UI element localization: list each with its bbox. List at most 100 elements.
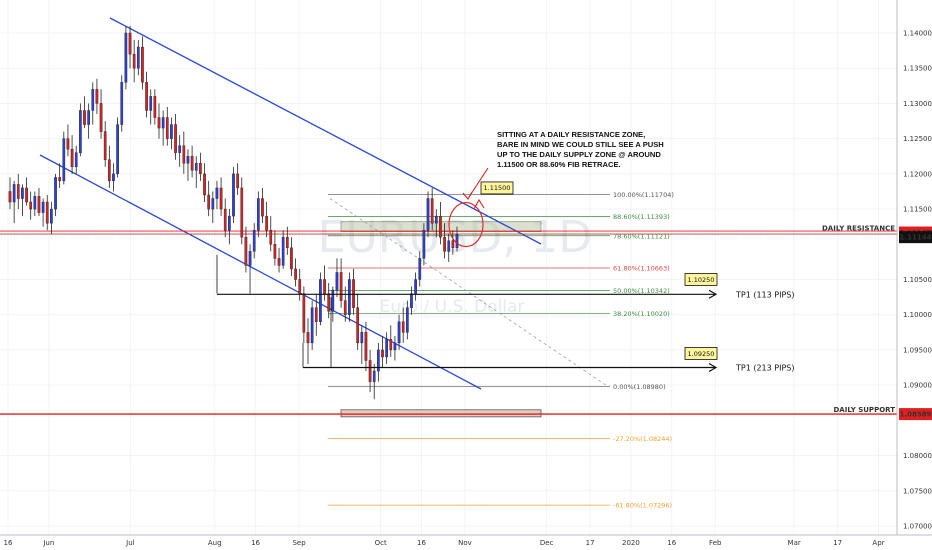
candle-body — [434, 215, 438, 224]
candle-body — [430, 198, 434, 224]
target-arrow-1-head — [708, 289, 718, 299]
candle — [174, 113, 177, 160]
candle — [430, 187, 434, 231]
candle-body — [265, 215, 268, 231]
candle-body — [54, 177, 57, 210]
candle-body — [447, 240, 451, 252]
candle-body — [319, 279, 322, 322]
candle — [190, 145, 194, 178]
candle-body — [120, 82, 124, 125]
candle — [314, 293, 318, 336]
candle — [389, 325, 393, 357]
candle — [8, 177, 12, 210]
candle — [256, 191, 260, 238]
candle — [426, 191, 430, 238]
candle — [87, 103, 90, 139]
y-tick-label: 1.09000 — [903, 382, 932, 390]
candle — [145, 71, 148, 118]
fib-trendline — [329, 198, 609, 387]
price-badge-value: 1.08589 — [900, 411, 932, 419]
y-tick-label: 1.07000 — [903, 523, 932, 531]
candle-body — [62, 138, 66, 182]
candle — [277, 247, 281, 273]
y-tick-label: 1.07500 — [903, 487, 932, 495]
candle — [414, 272, 417, 301]
candle-body — [310, 307, 314, 344]
candle — [236, 163, 239, 195]
candle — [447, 233, 451, 262]
price-tag-box — [480, 181, 514, 195]
candle — [161, 110, 165, 146]
candle-body — [285, 237, 289, 249]
candle — [410, 286, 413, 315]
note-pointer-head — [462, 191, 473, 200]
candle-body — [232, 173, 235, 217]
candle-body — [410, 293, 413, 308]
y-tick-label: 1.11500 — [903, 206, 932, 214]
price-badge-value: 1.11144 — [900, 234, 932, 242]
candle-body — [364, 332, 368, 361]
candle-body — [331, 289, 335, 312]
candle-body — [153, 96, 157, 118]
candle — [91, 82, 95, 125]
watermark-symbol: EURUSD, 1D — [318, 212, 592, 263]
x-tick-label: 17 — [586, 539, 595, 547]
candle — [62, 131, 66, 185]
candle — [348, 272, 351, 322]
candle-body — [401, 321, 405, 333]
x-tick-label: Jun — [42, 539, 54, 547]
candle-body — [240, 187, 244, 238]
candle — [54, 173, 57, 217]
candle — [128, 25, 132, 69]
candle-body — [372, 370, 376, 382]
candle — [25, 177, 28, 206]
candle — [306, 318, 310, 365]
candle-body — [281, 237, 285, 266]
candle — [290, 237, 293, 276]
y-tick-label: 1.10000 — [903, 311, 932, 319]
candle — [368, 349, 372, 393]
candle — [360, 325, 364, 365]
price-tag-box — [684, 347, 718, 360]
candle-body — [91, 89, 95, 111]
candle — [377, 342, 380, 382]
candle — [418, 251, 422, 287]
fib-level-label: -61.80%(1.07296) — [613, 502, 672, 510]
candle-body — [252, 229, 256, 252]
candle-body — [107, 159, 111, 182]
fib-level-label: 88.60%(1.11393) — [613, 213, 670, 221]
candle-body — [165, 117, 169, 139]
candle — [422, 223, 426, 266]
candle-body — [323, 279, 326, 294]
tag-pointer-head — [473, 198, 485, 210]
price-tag-label: 1.09250 — [688, 350, 715, 358]
candle-body — [203, 173, 206, 196]
candle-body — [161, 117, 165, 129]
candle-body — [199, 163, 202, 175]
candle-body — [422, 229, 426, 259]
candle-body — [83, 110, 86, 125]
note-line-1: SITTING AT A DAILY RESISTANCE ZONE, — [497, 130, 645, 139]
candle-body — [12, 184, 16, 203]
candle-body — [141, 46, 144, 83]
candle — [132, 40, 136, 83]
x-tick-label: 2020 — [622, 539, 640, 547]
candle — [136, 40, 140, 76]
candle — [203, 163, 206, 203]
candle — [170, 117, 173, 150]
candle — [70, 135, 74, 174]
candle-body — [439, 215, 442, 238]
x-tick-label: Sep — [292, 539, 306, 547]
candle — [352, 268, 355, 315]
candle — [319, 272, 322, 326]
candle — [186, 149, 190, 181]
candle — [261, 187, 264, 224]
candle — [385, 332, 388, 365]
target-label: TP1 (213 PIPS) — [735, 364, 794, 373]
analysis-note: SITTING AT A DAILY RESISTANCE ZONE, BARE… — [497, 130, 664, 169]
candle — [310, 300, 314, 350]
candle-body — [298, 279, 302, 294]
candle-body — [302, 293, 306, 333]
candle-body — [211, 198, 215, 210]
